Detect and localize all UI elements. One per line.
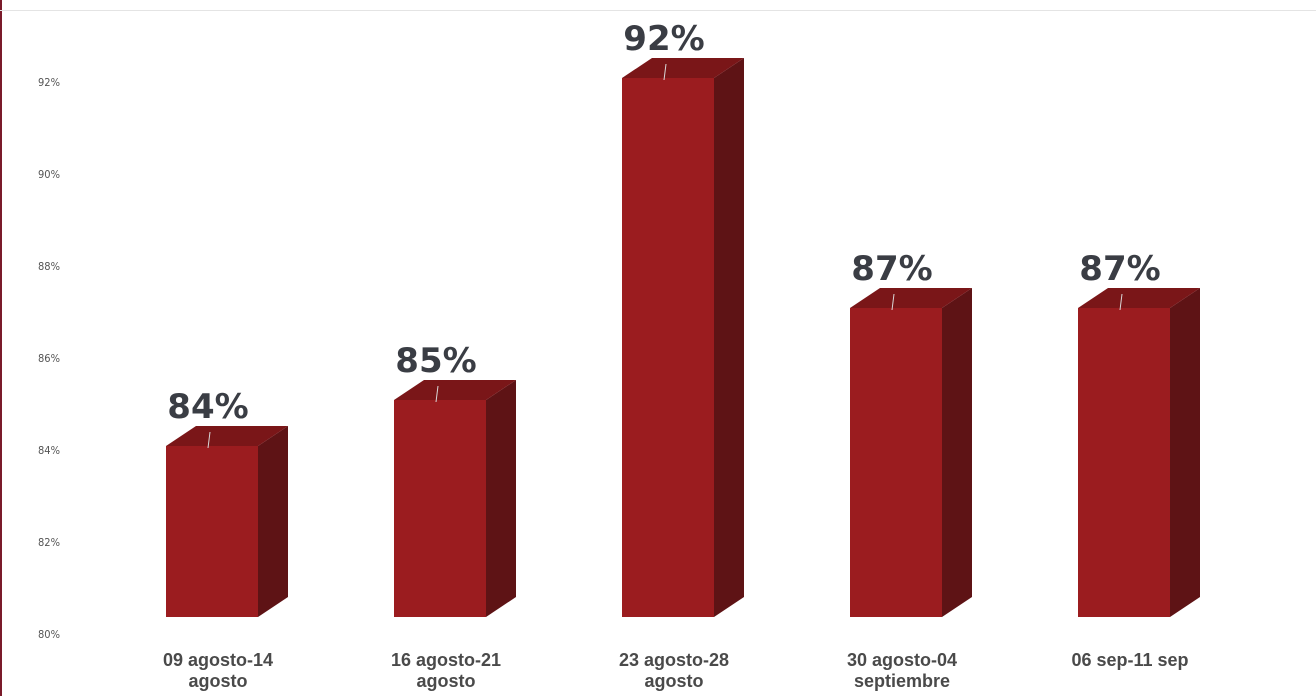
bar <box>1078 288 1200 617</box>
leader-line <box>891 293 895 311</box>
bar-side <box>714 58 744 617</box>
bar-top <box>166 426 288 446</box>
leader-line <box>663 63 667 81</box>
category-label: 30 agosto-04 septiembre <box>847 650 957 691</box>
category-label: 16 agosto-21 agosto <box>391 650 501 691</box>
bar-top <box>1078 288 1200 308</box>
category-label: 06 sep-11 sep <box>1071 650 1188 670</box>
bar <box>622 58 744 617</box>
bar-side <box>1170 288 1200 617</box>
bar <box>850 288 972 617</box>
category-label-line: agosto <box>416 671 475 691</box>
y-axis-ticks: 80% 82% 84% 86% 88% 90% 92% <box>38 76 60 641</box>
y-tick-label: 82% <box>38 536 60 549</box>
bar-side <box>258 426 288 617</box>
category-label-line: septiembre <box>854 671 950 691</box>
bar-front <box>394 400 486 617</box>
y-tick-label: 90% <box>38 168 60 181</box>
bar-front <box>166 446 258 617</box>
value-labels: 84% 85% 92% 87% 87% <box>167 19 1161 449</box>
value-label: 85% <box>395 341 476 381</box>
value-label: 87% <box>1079 249 1160 289</box>
category-label-line: 30 agosto-04 <box>847 650 957 670</box>
value-label: 92% <box>623 19 704 59</box>
bar-front <box>850 308 942 617</box>
leader-line <box>207 431 211 449</box>
bar-top <box>850 288 972 308</box>
y-tick-label: 88% <box>38 260 60 273</box>
category-label-line: 06 sep-11 sep <box>1071 650 1188 670</box>
category-label-line: 16 agosto-21 <box>391 650 501 670</box>
category-label-line: agosto <box>644 671 703 691</box>
y-tick-label: 84% <box>38 444 60 457</box>
y-tick-label: 86% <box>38 352 60 365</box>
bars <box>166 58 1200 617</box>
bar-front <box>1078 308 1170 617</box>
category-label-line: 23 agosto-28 <box>619 650 729 670</box>
bar <box>166 426 288 617</box>
y-tick-label: 80% <box>38 628 60 641</box>
leader-line <box>1119 293 1123 311</box>
top-border <box>0 10 1316 11</box>
bar-front <box>622 78 714 617</box>
category-label-line: 09 agosto-14 <box>163 650 273 670</box>
value-label: 87% <box>851 249 932 289</box>
bar-side <box>942 288 972 617</box>
left-border <box>0 0 2 696</box>
leader-line <box>435 385 439 403</box>
bar-side <box>486 380 516 617</box>
category-label: 23 agosto-28 agosto <box>619 650 729 691</box>
bar-top <box>394 380 516 400</box>
category-label: 09 agosto-14 agosto <box>163 650 273 691</box>
value-label: 84% <box>167 387 248 427</box>
bar <box>394 380 516 617</box>
y-tick-label: 92% <box>38 76 60 89</box>
bar-top <box>622 58 744 78</box>
category-label-line: agosto <box>188 671 247 691</box>
